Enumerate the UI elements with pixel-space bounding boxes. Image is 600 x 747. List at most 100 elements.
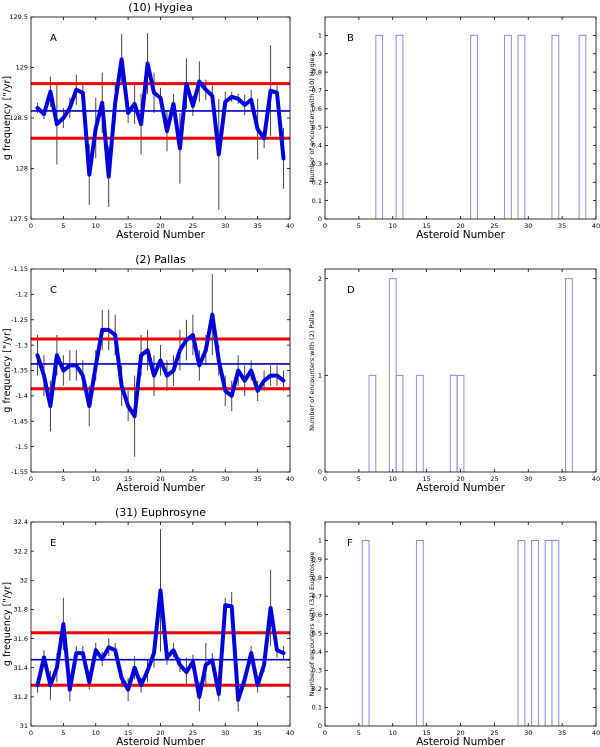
x-tick-label: 35: [558, 475, 566, 483]
y-tick-label: -1.4: [15, 392, 28, 400]
x-tick-label: 30: [221, 729, 229, 737]
x-tick-label: 0: [323, 475, 327, 483]
histogram-bar: [470, 34, 478, 219]
x-axis-label: Asteroid Number: [116, 736, 206, 747]
x-tick-label: 35: [558, 222, 566, 230]
panel-5: (31) Euphrosyne 0 5 10 15 20 25 30 35 40 31 31.2 31.…: [2, 506, 294, 747]
y-tick-label: 0.1: [312, 704, 322, 712]
x-tick-label: 30: [524, 222, 532, 230]
y-tick-label: 0.4: [312, 142, 322, 150]
y-tick-label: 0.7: [312, 592, 322, 600]
panel-label: C: [50, 285, 57, 296]
x-tick-label: 10: [389, 475, 397, 483]
y-tick-label: 31.4: [14, 664, 28, 672]
y-tick-label: 127.5: [9, 215, 28, 223]
x-tick-label: 0: [29, 729, 33, 737]
x-tick-label: 0: [29, 475, 33, 483]
y-tick-label: 31: [20, 722, 28, 730]
x-tick-label: 25: [189, 475, 197, 483]
y-tick-label: -1.55: [11, 468, 28, 476]
histogram-bar: [375, 34, 384, 219]
x-axis-label: Asteroid Number: [416, 736, 506, 747]
x-tick-label: 20: [456, 222, 464, 230]
x-tick-label: 5: [357, 475, 361, 483]
y-tick-label: 129.5: [9, 13, 28, 21]
x-tick-label: 30: [221, 475, 229, 483]
x-tick-label: 10: [92, 475, 100, 483]
y-tick-label: 0.2: [312, 685, 322, 693]
x-tick-label: 0: [29, 222, 33, 230]
y-tick-label: 0.9: [312, 555, 322, 563]
x-tick-label: 40: [286, 729, 294, 737]
histogram-bar: [415, 374, 424, 472]
histogram-bar: [415, 540, 424, 726]
x-tick-label: 40: [286, 222, 294, 230]
y-tick-label: 31.8: [14, 606, 28, 614]
x-tick-label: 25: [490, 475, 498, 483]
histogram-bar: [551, 34, 560, 219]
y-tick-label: -1.2: [15, 291, 28, 299]
x-tick-label: 0: [323, 222, 327, 230]
y-tick-label: 0.6: [312, 611, 322, 619]
panel-3: (2) Pallas 0 5 10 15 20 25 30 35 40 -1.55 -1.5 -1.45…: [2, 253, 294, 494]
y-tick-label: 32.2: [14, 547, 28, 555]
panel-title: (2) Pallas: [135, 253, 186, 266]
y-tick-label: 0.9: [312, 50, 322, 58]
histogram-bar: [551, 540, 560, 726]
x-axis-label: Asteroid Number: [116, 482, 206, 494]
panel-label: E: [50, 538, 56, 549]
x-tick-label: 20: [156, 729, 164, 737]
x-tick-label: 10: [389, 729, 397, 737]
histogram-bar: [517, 34, 526, 219]
y-tick-label: -1.5: [15, 443, 28, 451]
x-axis-label: Asteroid Number: [116, 229, 206, 241]
x-tick-label: 30: [221, 222, 229, 230]
x-tick-label: 20: [156, 475, 164, 483]
y-tick-label: 0: [318, 722, 322, 730]
x-tick-label: 40: [592, 475, 600, 483]
y-tick-label: 0: [318, 215, 322, 223]
y-tick-label: 0.7: [312, 87, 322, 95]
y-axis-label: g frequency ["/yr]: [2, 582, 13, 666]
x-tick-label: 35: [253, 729, 261, 737]
y-tick-label: 0.2: [312, 178, 322, 186]
y-tick-label: 128.5: [9, 114, 28, 122]
y-axis-label: Number of encounters with (2) Pallas: [308, 309, 316, 430]
y-axis-label: g frequency ["/yr]: [2, 76, 13, 160]
y-tick-label: 2: [318, 275, 322, 283]
series-line: [35, 588, 286, 702]
panel-title: (31) Euphrosyne: [115, 506, 206, 519]
y-tick-label: 0.6: [312, 105, 322, 113]
x-tick-label: 20: [456, 475, 464, 483]
y-tick-label: 128: [16, 165, 28, 173]
y-tick-label: 0.3: [312, 160, 322, 168]
histogram-bar: [368, 374, 377, 472]
x-tick-label: 15: [124, 222, 132, 230]
series-line: [35, 312, 286, 419]
x-tick-label: 40: [592, 729, 600, 737]
panel-4: 0 5 10 15 20 25 30 35 40 0 1 2 Asteroid Number Number…: [308, 268, 600, 494]
x-tick-label: 10: [92, 729, 100, 737]
y-tick-label: 0: [318, 468, 322, 476]
y-tick-label: 129: [16, 64, 28, 72]
x-tick-label: 5: [61, 729, 65, 737]
y-tick-label: 31.2: [14, 693, 28, 701]
x-tick-label: 15: [422, 475, 430, 483]
x-tick-label: 35: [253, 222, 261, 230]
y-tick-label: 0.8: [312, 68, 322, 76]
x-tick-label: 35: [558, 729, 566, 737]
y-tick-label: 0.8: [312, 574, 322, 582]
y-tick-label: 32.4: [14, 518, 28, 526]
y-tick-label: -1.35: [11, 367, 28, 375]
x-tick-label: 25: [189, 729, 197, 737]
x-tick-label: 15: [422, 222, 430, 230]
histogram-bar: [578, 34, 587, 219]
y-tick-label: -1.15: [11, 265, 28, 273]
panel-label: F: [347, 538, 353, 549]
x-tick-label: 0: [323, 729, 327, 737]
y-tick-label: 0.5: [312, 123, 322, 131]
histogram-bar: [531, 540, 539, 726]
histogram-bar: [517, 540, 526, 726]
panel-2: 0 5 10 15 20 25 30 35 40 0 0.1 0.2 0.3 0.4 0.5 0.6 0.7 0.…: [308, 16, 600, 241]
